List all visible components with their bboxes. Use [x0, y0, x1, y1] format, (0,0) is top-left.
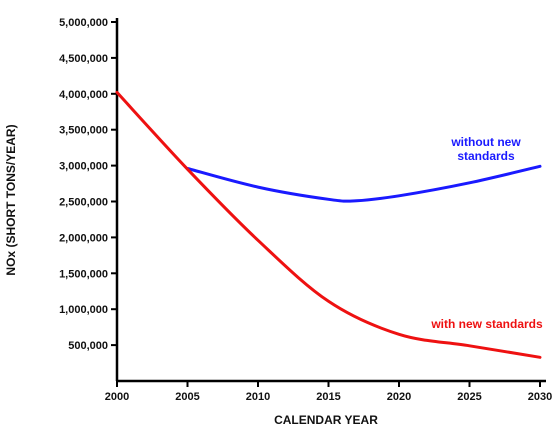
x-tick-label: 2015	[316, 391, 340, 403]
x-tick-label: 2020	[387, 391, 411, 403]
y-tick-label: 5,000,000	[59, 17, 108, 29]
x-tick-label: 2010	[246, 391, 270, 403]
y-tick-label: 2,500,000	[59, 197, 108, 209]
x-tick-label: 2030	[528, 391, 552, 403]
y-axis-title: NOx (SHORT TONS/YEAR)	[4, 124, 18, 275]
y-tick-label: 500,000	[68, 340, 108, 352]
x-axis-title: CALENDAR YEAR	[274, 413, 378, 427]
series-lines	[115, 90, 542, 359]
series-label: standards	[457, 149, 515, 163]
tick-labels: 500,000 1,000,000 1,500,000 2,000,000 2,500,…	[59, 17, 552, 403]
y-tick-label: 4,500,000	[59, 53, 108, 65]
y-axis-title-group: NOx (SHORT TONS/YEAR)	[4, 124, 18, 275]
series-label: with new standards	[430, 317, 543, 331]
x-tick-label: 2000	[105, 391, 129, 403]
with-new-standards-line	[115, 90, 542, 359]
y-tick-label: 4,000,000	[59, 89, 108, 101]
x-tick-label: 2005	[175, 391, 199, 403]
series-label: without new	[450, 135, 521, 149]
x-tick-label: 2025	[457, 391, 481, 403]
y-tick-label: 1,500,000	[59, 268, 108, 280]
y-tick-label: 2,000,000	[59, 232, 108, 244]
y-tick-label: 3,500,000	[59, 125, 108, 137]
y-tick-label: 1,000,000	[59, 304, 108, 316]
y-tick-label: 3,000,000	[59, 161, 108, 173]
without-new-standards-line	[186, 164, 542, 203]
